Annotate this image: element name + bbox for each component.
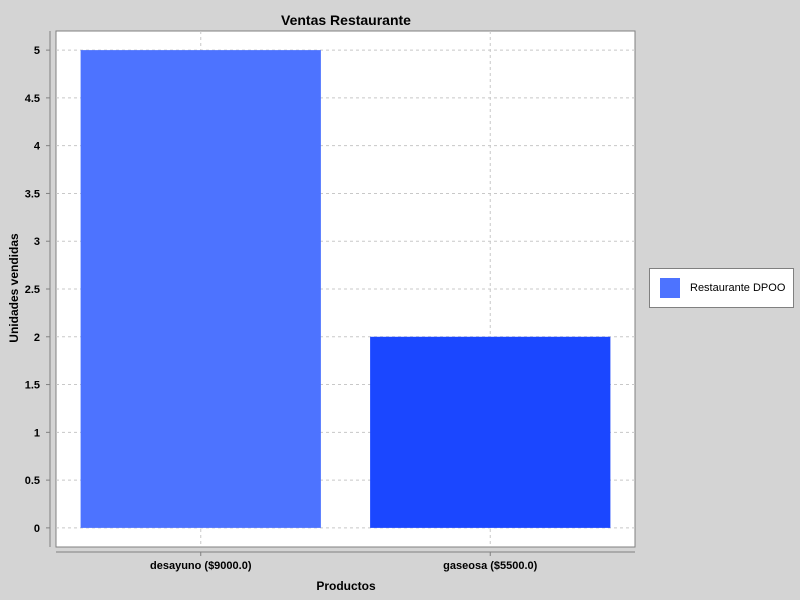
bar-desayuno [80,50,321,528]
y-tick-label: 3 [34,236,40,248]
bars [80,50,611,528]
x-tick-label: desayuno ($9000.0) [150,560,252,572]
chart-title: Ventas Restaurante [281,12,411,28]
x-axis-label: Productos [316,579,376,593]
y-tick-label: 5 [34,45,40,57]
y-tick-label: 0.5 [25,475,40,487]
y-tick-label: 1.5 [25,380,40,392]
x-tick-label: gaseosa ($5500.0) [443,560,538,572]
x-axis-ticks: desayuno ($9000.0) gaseosa ($5500.0) [150,552,538,572]
y-tick-label: 4 [34,141,41,153]
y-axis-label: Unidades vendidas [7,233,21,343]
y-tick-label: 1 [34,427,40,439]
legend-label: Restaurante DPOO [690,282,786,294]
legend-swatch [660,278,680,298]
y-tick-label: 0 [34,523,40,535]
legend: Restaurante DPOO [649,268,794,308]
y-axis-ticks: 0 0.5 1 1.5 2 2.5 3 3.5 4 4.5 5 [25,45,50,535]
bar-gaseosa [370,336,611,528]
y-tick-label: 3.5 [25,188,40,200]
y-tick-label: 2 [34,332,40,344]
y-tick-label: 4.5 [25,93,40,105]
y-tick-label: 2.5 [25,284,40,296]
